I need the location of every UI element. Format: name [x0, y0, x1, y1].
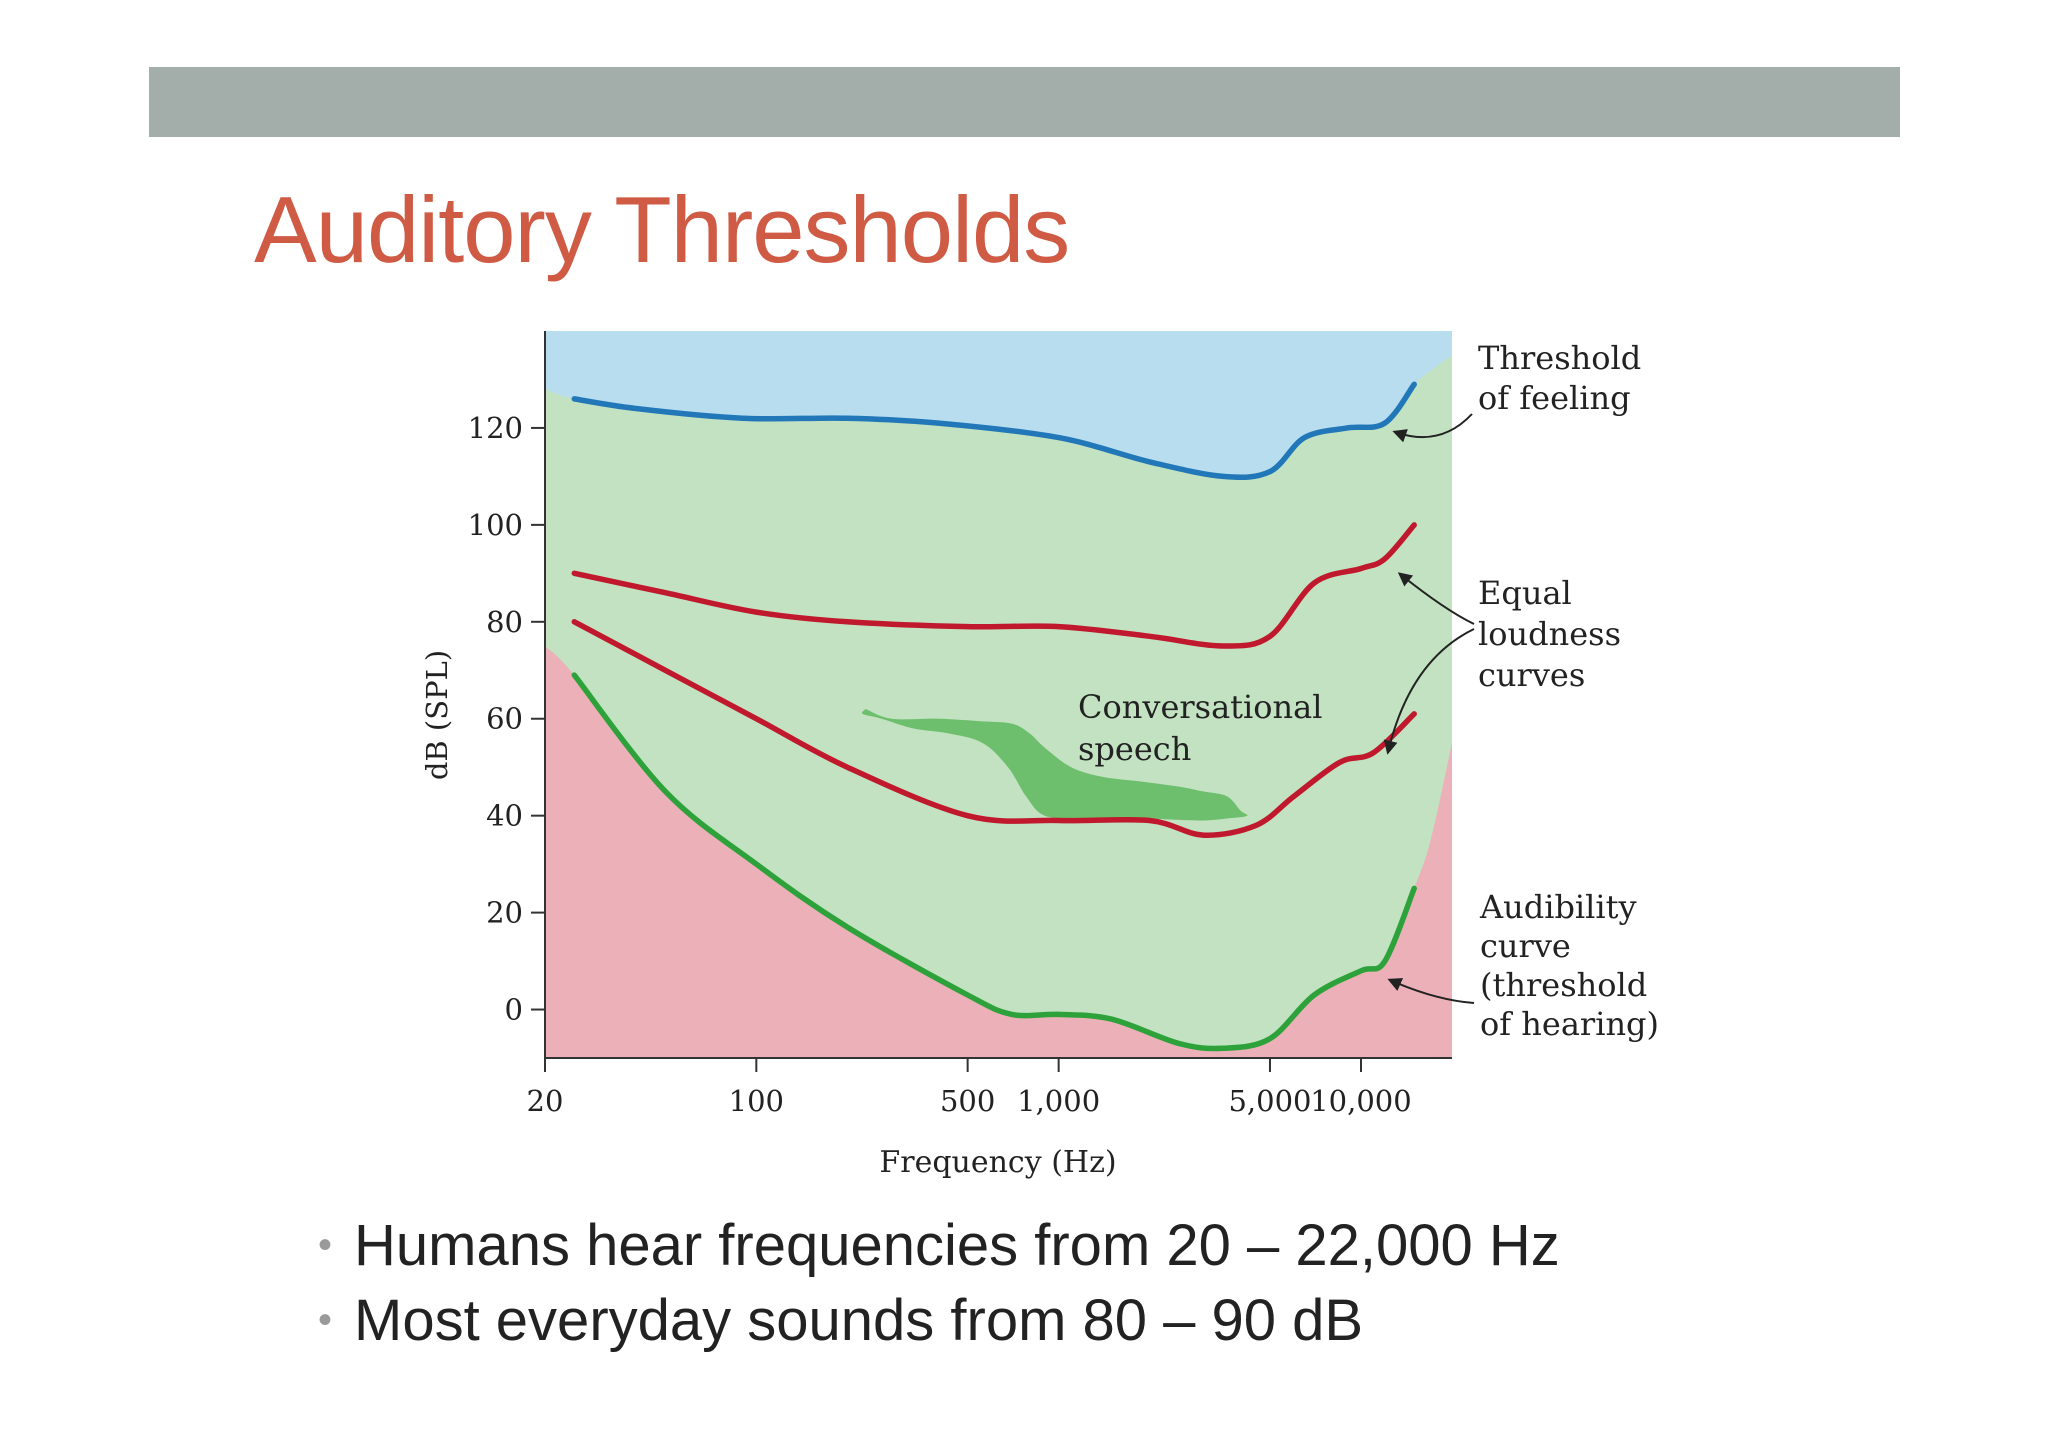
annotation-line: curve — [1480, 927, 1571, 965]
plot-regions — [545, 355, 1452, 1058]
annotation-line: Audibility — [1479, 888, 1637, 926]
inaudible-region — [545, 646, 1452, 1058]
x-tick-label: 100 — [729, 1084, 784, 1118]
x-tick-label: 20 — [527, 1084, 564, 1118]
y-tick-label: 0 — [505, 993, 523, 1027]
y-tick-label: 20 — [486, 896, 523, 930]
audibility-arrow — [1387, 978, 1475, 1004]
annotation-line: loudness — [1478, 615, 1621, 653]
annotation-line: Conversational — [1078, 688, 1322, 726]
x-tick-label: 1,000 — [1017, 1084, 1100, 1118]
annotation-line: Equal — [1478, 574, 1572, 612]
bullet-list: Humans hear frequencies from 20 – 22,000… — [318, 1208, 1560, 1358]
plot-curves — [571, 381, 1417, 1052]
annotation-line: curves — [1478, 656, 1585, 694]
speech-region — [862, 709, 1248, 821]
bullet-item: Humans hear frequencies from 20 – 22,000… — [318, 1208, 1560, 1283]
feeling-arrow — [1392, 413, 1473, 443]
equal-loudness-curve-lower — [571, 619, 1417, 838]
annotation-line: of feeling — [1478, 379, 1631, 417]
annotation-line: of hearing) — [1480, 1005, 1659, 1043]
audibility-curve — [571, 672, 1417, 1052]
y-axis-label: dB (SPL) — [420, 650, 454, 780]
threshold-of-feeling-curve — [571, 381, 1417, 481]
header-bar — [149, 67, 1900, 137]
x-tick-label: 5,000 — [1228, 1084, 1311, 1118]
y-tick-label: 100 — [468, 508, 523, 542]
x-tick-label: 500 — [940, 1084, 995, 1118]
loudness-arrow-upper — [1397, 572, 1475, 625]
annotation-line: (threshold — [1480, 966, 1647, 1004]
y-tick-label: 80 — [486, 605, 523, 639]
conversational-speech-label: Conversational speech — [1078, 688, 1322, 768]
bullet-item: Most everyday sounds from 80 – 90 dB — [318, 1283, 1560, 1358]
annotation-line: Threshold — [1478, 339, 1641, 377]
loudness-arrow-lower — [1383, 628, 1475, 755]
annotation-line: speech — [1078, 730, 1191, 768]
x-tick-label: 10,000 — [1310, 1084, 1411, 1118]
y-tick-label: 40 — [486, 799, 523, 833]
slide-title: Auditory Thresholds — [254, 177, 1070, 282]
equal-loudness-curve-upper — [571, 522, 1417, 649]
x-axis-label: Frequency (Hz) — [879, 1145, 1116, 1180]
y-tick-label: 60 — [486, 702, 523, 736]
y-tick-label: 120 — [468, 411, 523, 445]
